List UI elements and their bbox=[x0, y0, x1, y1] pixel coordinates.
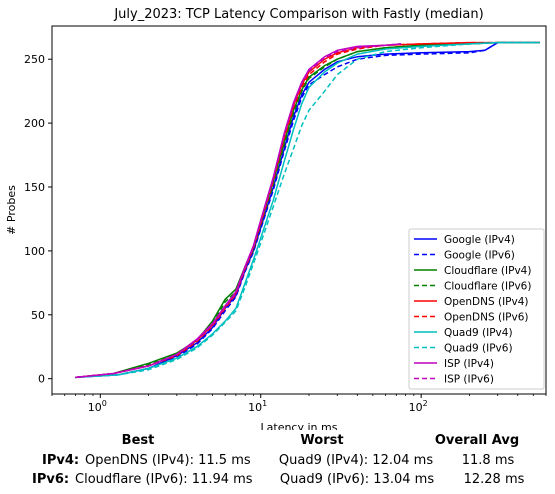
plot-frame bbox=[51, 25, 547, 395]
series-line bbox=[75, 41, 540, 379]
x-tick-label: 101 bbox=[248, 399, 267, 414]
series-line bbox=[75, 41, 540, 379]
legend-box bbox=[408, 228, 545, 390]
legend-label: ISP (IPv4) bbox=[444, 358, 494, 370]
summary-table: Best Worst Overall Avg IPv4: OpenDNS (IP… bbox=[0, 430, 555, 494]
legend-label: OpenDNS (IPv4) bbox=[444, 296, 529, 308]
series-line bbox=[75, 41, 540, 379]
chart-title: July_2023: TCP Latency Comparison with F… bbox=[113, 7, 483, 22]
summary-header-worst: Worst bbox=[300, 433, 344, 448]
legend-label: Cloudflare (IPv6) bbox=[444, 281, 531, 293]
summary-best-ipv6: Cloudflare (IPv6): 11.94 ms bbox=[75, 472, 253, 487]
summary-row-label-ipv6: IPv6: bbox=[32, 472, 70, 487]
legend: Google (IPv4) Google (IPv6) Cloudflare (IP… bbox=[408, 228, 545, 390]
y-tick-label: 250 bbox=[24, 53, 45, 66]
series-lines bbox=[75, 41, 540, 379]
series-line bbox=[75, 43, 402, 379]
legend-label: Quad9 (IPv6) bbox=[444, 343, 513, 355]
latency-chart: July_2023: TCP Latency Comparison with F… bbox=[5, 7, 547, 430]
x-axis-ticks: 100 101 102 bbox=[51, 394, 547, 414]
x-axis-label: Latency in ms bbox=[261, 421, 338, 430]
y-axis-label: # Probes bbox=[5, 185, 18, 235]
legend-label: Quad9 (IPv4) bbox=[444, 327, 513, 339]
legend-label: Cloudflare (IPv4) bbox=[444, 265, 531, 277]
series-line bbox=[75, 43, 402, 379]
summary-header-avg: Overall Avg bbox=[434, 433, 520, 448]
summary-worst-ipv6: Quad9 (IPv6): 13.04 ms bbox=[279, 472, 435, 487]
summary-best-ipv4: OpenDNS (IPv4): 11.5 ms bbox=[85, 453, 251, 468]
y-tick-label: 150 bbox=[24, 181, 45, 194]
legend-label: Google (IPv4) bbox=[444, 234, 515, 246]
summary-row-label-ipv4: IPv4: bbox=[42, 453, 80, 468]
y-axis-ticks: 0 50 100 150 200 250 bbox=[24, 53, 52, 386]
legend-label: ISP (IPv6) bbox=[444, 374, 494, 386]
x-tick-label: 100 bbox=[88, 399, 107, 414]
x-tick-label: 102 bbox=[409, 399, 428, 414]
y-tick-label: 50 bbox=[31, 309, 45, 322]
legend-label: Google (IPv6) bbox=[444, 250, 515, 262]
summary-avg-ipv4: 11.8 ms bbox=[461, 453, 515, 468]
series-line bbox=[75, 41, 540, 379]
summary-worst-ipv4: Quad9 (IPv4): 12.04 ms bbox=[278, 453, 434, 468]
summary-avg-ipv6: 12.28 ms bbox=[463, 472, 525, 487]
summary-header-best: Best bbox=[121, 433, 155, 448]
y-tick-label: 100 bbox=[24, 245, 45, 258]
legend-label: OpenDNS (IPv6) bbox=[444, 312, 529, 324]
y-tick-label: 0 bbox=[38, 373, 45, 386]
y-tick-label: 200 bbox=[24, 117, 45, 130]
